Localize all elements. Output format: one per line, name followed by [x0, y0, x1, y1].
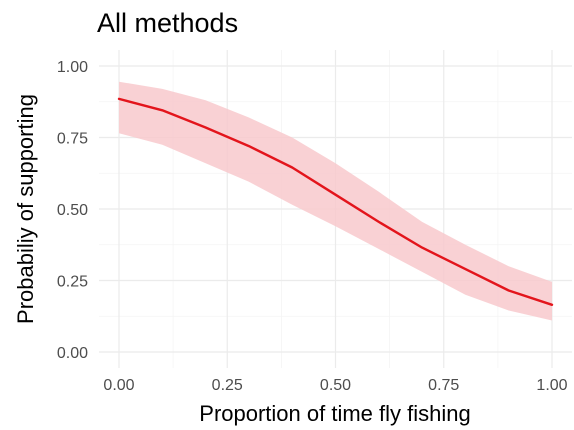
y-tick-label: 0.50: [57, 202, 88, 219]
x-tick-label: 0.75: [428, 377, 459, 394]
y-tick-labels: 0.00 0.25 0.50 0.75 1.00: [57, 59, 88, 362]
y-tick-label: 0.00: [57, 345, 88, 362]
x-tick-label: 0.00: [103, 377, 134, 394]
y-tick-label: 0.75: [57, 131, 88, 148]
x-tick-label: 1.00: [536, 377, 567, 394]
confidence-band-group: [119, 81, 552, 321]
x-tick-label: 0.25: [212, 377, 243, 394]
chart-title: All methods: [97, 8, 238, 38]
series-line-group: [117, 97, 554, 306]
x-tick-label: 0.50: [320, 377, 351, 394]
y-axis-title: Probabiliy of supporting: [13, 94, 38, 324]
x-axis-title: Proportion of time fly fishing: [199, 401, 470, 426]
y-tick-label: 0.25: [57, 274, 88, 291]
x-tick-labels: 0.00 0.25 0.50 0.75 1.00: [103, 377, 567, 394]
y-tick-label: 1.00: [57, 59, 88, 76]
series-line: [117, 97, 554, 306]
confidence-band: [119, 81, 552, 321]
